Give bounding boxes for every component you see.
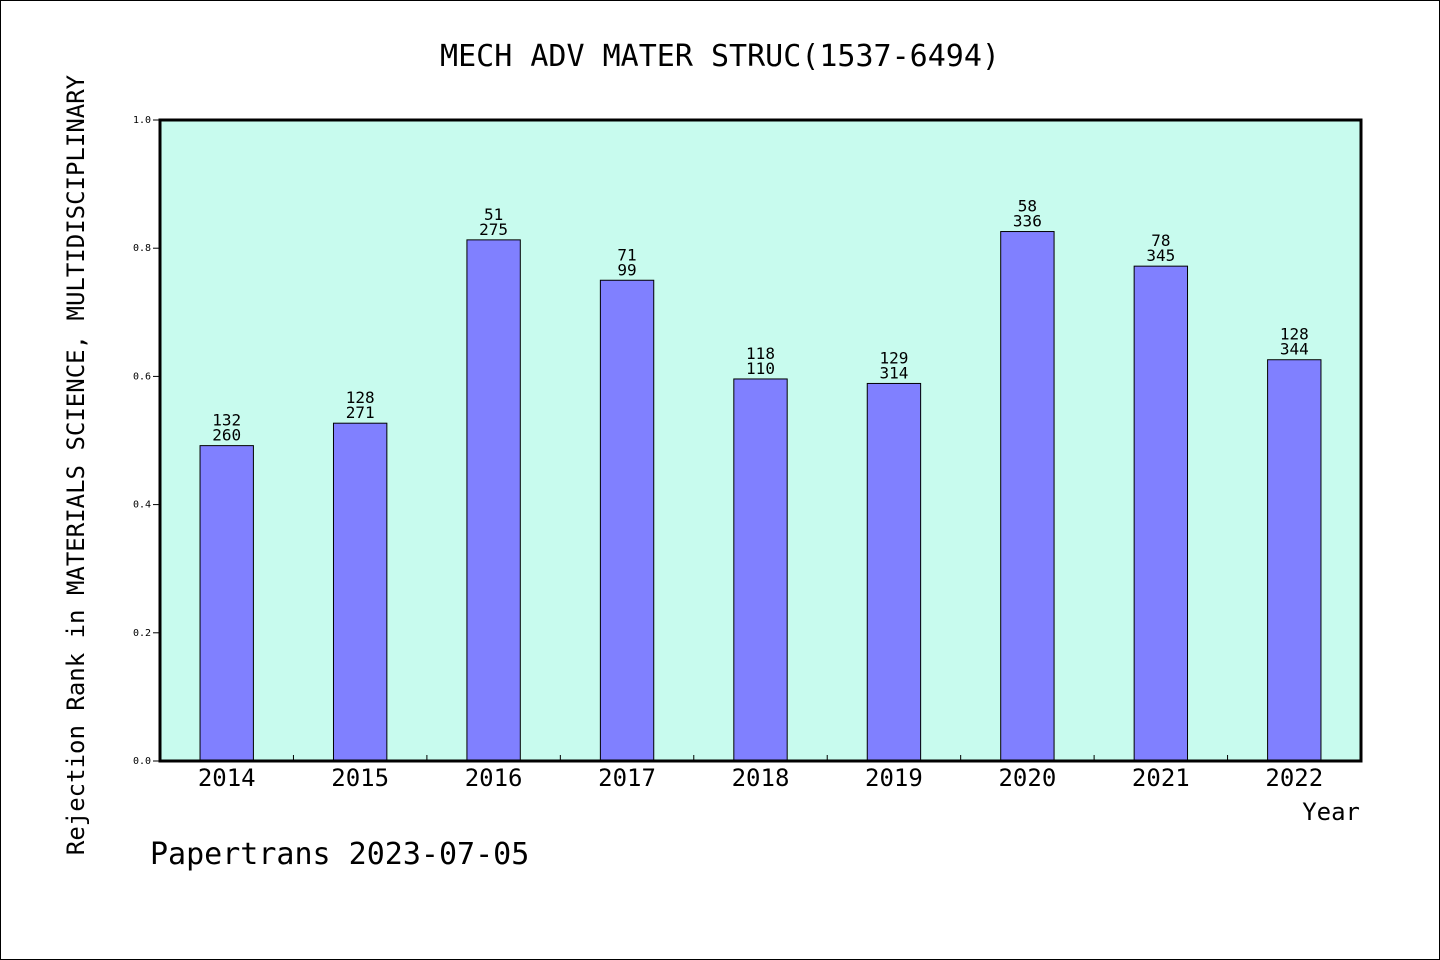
bar-2015	[332, 422, 388, 762]
bar-2018	[733, 378, 788, 762]
x-tick-label-2018: 2018	[732, 764, 790, 792]
data-label-bottom-2015: 271	[346, 403, 375, 422]
data-label-top-2016: 51	[484, 205, 503, 224]
y-tick-label-1.0: 1.0	[133, 115, 151, 126]
x-tick-label-2020: 2020	[998, 764, 1056, 792]
y-tick-label-0.2: 0.2	[133, 628, 151, 639]
y-ticks-layer: 0.0 0.2 0.4 0.6 0.8 1.0	[133, 115, 160, 767]
x-tick-label-2014: 2014	[198, 764, 256, 792]
bar-2016	[466, 239, 521, 762]
data-label-bottom-2022: 344	[1280, 340, 1309, 359]
data-label-top-2018: 118	[746, 344, 775, 363]
bar-2022	[1267, 359, 1322, 762]
x-tick-label-2016: 2016	[465, 764, 523, 792]
bar-2021	[1133, 265, 1189, 762]
data-label-bottom-2016: 275	[479, 220, 508, 239]
bars-layer	[199, 231, 1322, 762]
data-label-bottom-2020: 336	[1013, 212, 1042, 231]
data-labels-layer: 1322601282715127571991181101293145833678…	[212, 197, 1308, 445]
y-axis-label: Rejection Rank in MATERIALS SCIENCE, MUL…	[62, 74, 90, 855]
plot-border	[158, 118, 1363, 763]
data-label-top-2022: 128	[1280, 325, 1309, 344]
data-label-bottom-2021: 345	[1146, 246, 1175, 265]
data-label-top-2015: 128	[346, 388, 375, 407]
bar-2017	[599, 279, 655, 762]
data-label-bottom-2014: 260	[212, 426, 241, 445]
bar-2020	[1000, 231, 1055, 762]
x-tick-label-2015: 2015	[331, 764, 389, 792]
y-tick-label-0.6: 0.6	[133, 371, 151, 382]
bar-2014	[199, 445, 254, 762]
data-label-bottom-2018: 110	[746, 359, 775, 378]
data-label-top-2020: 58	[1018, 197, 1037, 216]
data-label-top-2017: 71	[617, 245, 636, 264]
x-tick-label-2021: 2021	[1132, 764, 1190, 792]
bar-2019	[866, 382, 922, 762]
y-tick-label-0.0: 0.0	[133, 756, 151, 767]
watermark-text: Papertrans 2023-07-05	[150, 837, 529, 872]
data-label-top-2014: 132	[212, 411, 241, 430]
data-label-top-2021: 78	[1151, 231, 1170, 250]
x-axis-label: Year	[1302, 798, 1360, 826]
x-tick-label-2022: 2022	[1265, 764, 1323, 792]
x-ticks-layer: 2014 2015 2016 2017 2018 2019 2020 2021 2022	[198, 755, 1323, 792]
x-tick-label-2017: 2017	[598, 764, 656, 792]
data-label-top-2019: 129	[879, 348, 908, 367]
y-tick-label-0.8: 0.8	[133, 243, 151, 254]
data-label-bottom-2017: 99	[617, 260, 636, 279]
chart-title: MECH ADV MATER STRUC(1537-6494)	[440, 39, 1000, 74]
data-label-bottom-2019: 314	[879, 363, 908, 382]
y-tick-label-0.4: 0.4	[133, 500, 151, 511]
x-tick-label-2019: 2019	[865, 764, 923, 792]
